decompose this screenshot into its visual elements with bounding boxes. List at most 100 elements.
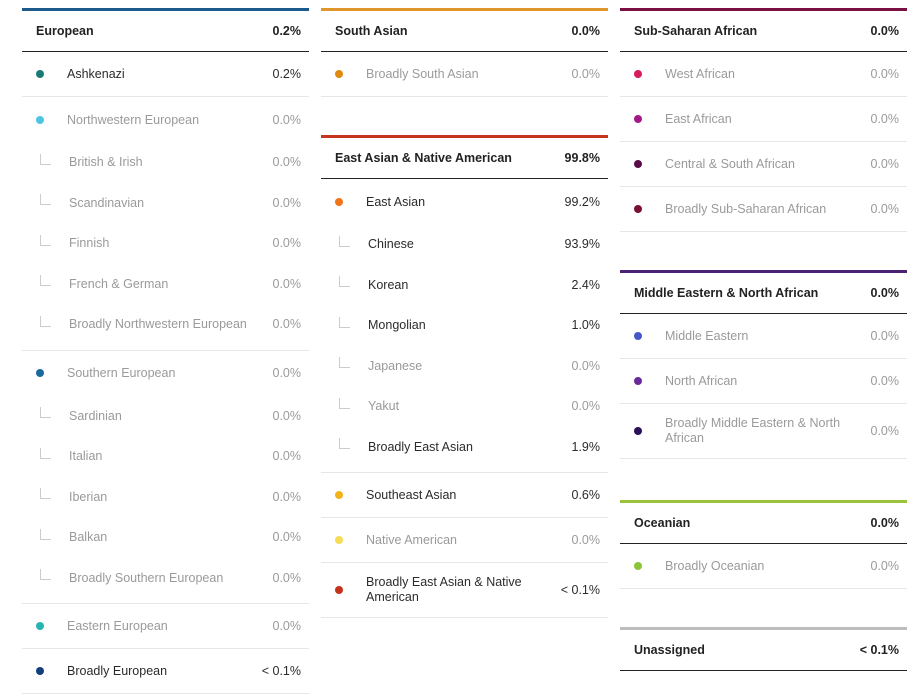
subpopulation-row[interactable]: Italian 0.0% [22, 436, 309, 477]
population-row-southern[interactable]: Southern European 0.0% [22, 351, 309, 396]
subpopulation-row[interactable]: Korean 2.4% [321, 265, 608, 306]
population-label: Broadly South Asian [366, 67, 479, 81]
population-row-north-african[interactable]: North African 0.0% [620, 359, 907, 404]
color-dot-icon [634, 427, 642, 435]
group-oceanian: Oceanian 0.0% Broadly Oceanian 0.0% [620, 500, 907, 589]
subpopulation-row[interactable]: Broadly East Asian 1.9% [321, 427, 608, 468]
color-dot-icon [634, 115, 642, 123]
group-title: Oceanian [634, 516, 691, 530]
group-header-south-asian[interactable]: South Asian 0.0% [321, 8, 608, 52]
color-dot-icon [335, 197, 343, 206]
subpopulation-label: Japanese [368, 358, 423, 373]
subpopulation-row[interactable]: Iberian 0.0% [22, 477, 309, 518]
subpopulation-row[interactable]: Japanese 0.0% [321, 346, 608, 387]
population-value: 0.0% [870, 67, 900, 81]
population-row-broadly-east-asian-native[interactable]: Broadly East Asian & Native American < 0… [321, 563, 608, 618]
group-east-asian-native: East Asian & Native American 99.8% East … [321, 135, 608, 618]
subpopulation-label: Mongolian [368, 318, 426, 333]
population-row-broadly-south-asian[interactable]: Broadly South Asian 0.0% [321, 52, 608, 97]
european-column: European 0.2% Ashkenazi 0.2% Northwester… [22, 8, 309, 694]
subpopulation-value: 0.0% [571, 358, 601, 373]
population-row-southeast-asian[interactable]: Southeast Asian 0.6% [321, 473, 608, 518]
group-value: 0.0% [870, 24, 900, 38]
tree-branch-icon [40, 407, 51, 419]
group-header-unassigned[interactable]: Unassigned < 0.1% [620, 627, 907, 671]
tree-branch-icon [40, 447, 51, 459]
population-value: < 0.1% [261, 664, 301, 678]
tree-branch-icon [40, 275, 51, 287]
population-row-native-american[interactable]: Native American 0.0% [321, 518, 608, 563]
subpopulation-label: Chinese [368, 237, 414, 252]
subpopulation-row[interactable]: French & German 0.0% [22, 264, 309, 305]
tree-branch-icon [40, 194, 51, 206]
subpopulation-row[interactable]: Finnish 0.0% [22, 223, 309, 264]
population-value: 0.0% [571, 533, 601, 547]
population-row-east-asian[interactable]: East Asian 99.2% [321, 179, 608, 224]
population-value: < 0.1% [560, 583, 600, 597]
group-header-east-asian-native[interactable]: East Asian & Native American 99.8% [321, 135, 608, 179]
subpopulation-value: 0.0% [272, 155, 302, 170]
subpopulation-value: 0.0% [571, 399, 601, 414]
population-row-broadly-oceanian[interactable]: Broadly Oceanian 0.0% [620, 544, 907, 589]
group-value: < 0.1% [859, 643, 899, 657]
group-european: European 0.2% Ashkenazi 0.2% Northwester… [22, 8, 309, 694]
subpopulation-label: Finnish [69, 236, 110, 251]
population-row-central-south-african[interactable]: Central & South African 0.0% [620, 142, 907, 187]
subpopulation-value: 0.0% [272, 530, 302, 545]
subpopulation-value: 93.9% [564, 237, 600, 252]
subpopulation-value: 1.0% [571, 318, 601, 333]
subpopulation-row[interactable]: Broadly Northwestern European 0.0% [22, 304, 309, 345]
group-title: Sub-Saharan African [634, 24, 758, 38]
population-value: 0.0% [870, 424, 900, 438]
population-row-broadly-sub-saharan[interactable]: Broadly Sub-Saharan African 0.0% [620, 187, 907, 232]
color-dot-icon [634, 205, 642, 213]
group-header-middle-eastern[interactable]: Middle Eastern & North African 0.0% [620, 270, 907, 314]
subpopulation-value: 0.0% [272, 276, 302, 291]
population-row-northwestern[interactable]: Northwestern European 0.0% [22, 97, 309, 142]
subgroup-southern: Southern European 0.0% Sardinian 0.0% Ita… [22, 351, 309, 604]
subpopulation-row[interactable]: Sardinian 0.0% [22, 396, 309, 437]
subpopulation-label: British & Irish [69, 155, 143, 170]
population-row-eastern[interactable]: Eastern European 0.0% [22, 604, 309, 649]
population-value: 0.2% [272, 67, 302, 81]
population-value: 0.0% [272, 112, 302, 127]
subpopulation-row[interactable]: British & Irish 0.0% [22, 142, 309, 183]
population-row-broadly-european[interactable]: Broadly European < 0.1% [22, 649, 309, 694]
group-middle-eastern: Middle Eastern & North African 0.0% Midd… [620, 270, 907, 459]
population-label: Broadly Oceanian [665, 559, 765, 573]
color-dot-icon [36, 369, 44, 377]
color-dot-icon [36, 115, 44, 124]
subpopulation-row[interactable]: Scandinavian 0.0% [22, 183, 309, 224]
subpopulation-row[interactable]: Broadly Southern European 0.0% [22, 558, 309, 599]
group-header-european[interactable]: European 0.2% [22, 8, 309, 52]
subpopulation-row[interactable]: Yakut 0.0% [321, 386, 608, 427]
subpopulation-label: French & German [69, 276, 169, 291]
population-value: 0.6% [571, 488, 601, 502]
population-row-broadly-middle-eastern[interactable]: Broadly Middle Eastern & North African 0… [620, 404, 907, 459]
population-row-middle-eastern[interactable]: Middle Eastern 0.0% [620, 314, 907, 359]
group-header-sub-saharan[interactable]: Sub-Saharan African 0.0% [620, 8, 907, 52]
tree-branch-icon [339, 276, 350, 288]
subpopulation-row[interactable]: Chinese 93.9% [321, 224, 608, 265]
group-south-asian: South Asian 0.0% Broadly South Asian 0.0… [321, 8, 608, 97]
population-row-west-african[interactable]: West African 0.0% [620, 52, 907, 97]
population-row-ashkenazi[interactable]: Ashkenazi 0.2% [22, 52, 309, 97]
subpopulation-value: 0.0% [272, 449, 302, 464]
population-label: Broadly European [67, 664, 168, 678]
color-dot-icon [634, 332, 642, 340]
subpopulation-row[interactable]: Balkan 0.0% [22, 517, 309, 558]
population-value: 0.0% [870, 559, 900, 573]
subgroup-east-asian: East Asian 99.2% Chinese 93.9% Korean 2.4%… [321, 179, 608, 473]
population-label: Southeast Asian [366, 488, 457, 502]
population-label: Ashkenazi [67, 67, 125, 81]
population-label: Broadly Sub-Saharan African [665, 202, 827, 216]
population-row-east-african[interactable]: East African 0.0% [620, 97, 907, 142]
population-label: East Asian [366, 194, 426, 209]
subgroup-northwestern: Northwestern European 0.0% British & Iri… [22, 97, 309, 351]
subpopulation-label: Sardinian [69, 408, 122, 423]
subpopulation-row[interactable]: Mongolian 1.0% [321, 305, 608, 346]
subpopulation-value: 0.0% [272, 236, 302, 251]
color-dot-icon [634, 562, 642, 570]
group-value: 99.8% [564, 151, 600, 165]
group-header-oceanian[interactable]: Oceanian 0.0% [620, 500, 907, 544]
